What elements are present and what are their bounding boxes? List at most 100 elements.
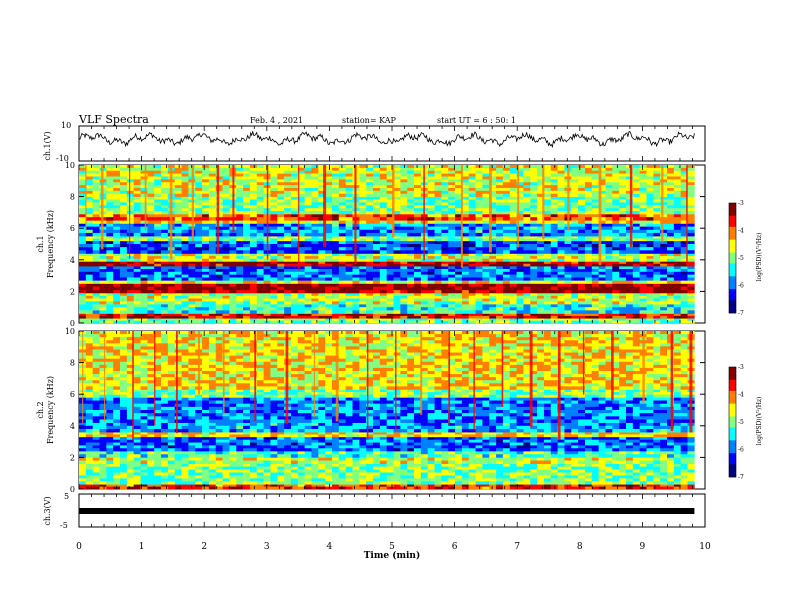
spectrogram-cell bbox=[331, 232, 340, 237]
spectrogram-cell bbox=[639, 261, 647, 265]
spectrogram-cell bbox=[222, 298, 230, 302]
spectrogram-cell bbox=[578, 271, 586, 275]
spectrogram-cell bbox=[79, 313, 87, 317]
spectrogram-cell bbox=[591, 261, 599, 265]
spectrogram-cell bbox=[619, 199, 627, 203]
spectrogram-cell bbox=[338, 289, 346, 294]
spectrogram-cell bbox=[215, 213, 223, 218]
spectrogram-cell bbox=[154, 220, 162, 224]
spectrogram-cell bbox=[612, 320, 620, 324]
spectrogram-cell bbox=[386, 258, 394, 262]
spectrogram-cell bbox=[516, 247, 524, 251]
spectrogram-cell bbox=[208, 196, 217, 200]
spectrogram-cell bbox=[502, 310, 511, 314]
spectrogram-cell bbox=[174, 167, 182, 172]
spectrogram-cell bbox=[161, 261, 169, 265]
spectrogram-cell bbox=[673, 240, 681, 245]
spectrogram-cell bbox=[140, 320, 148, 324]
spectrogram-cell bbox=[468, 289, 476, 294]
spectrogram-cell bbox=[673, 304, 681, 308]
spectrogram-cell bbox=[646, 292, 654, 297]
spectrogram-cell bbox=[256, 176, 264, 180]
spectrogram-cell bbox=[161, 176, 169, 180]
spectrogram-cell bbox=[646, 318, 654, 321]
spectrogram-cell bbox=[448, 280, 456, 284]
spectrogram-cell bbox=[653, 205, 661, 209]
spectrogram-cell bbox=[85, 187, 93, 192]
spectrogram-cell bbox=[304, 256, 312, 260]
spectrogram-cell bbox=[181, 304, 189, 308]
spectrogram-cell bbox=[345, 165, 353, 169]
spectrogram-cell bbox=[530, 182, 538, 186]
spectrogram-cell bbox=[673, 199, 681, 203]
spectrogram-cell bbox=[338, 232, 346, 237]
spectrogram-cell bbox=[379, 232, 387, 237]
spectrogram-cell bbox=[325, 292, 333, 297]
spectrogram-cell bbox=[434, 250, 442, 254]
spectrogram-cell bbox=[236, 318, 244, 321]
spectrogram-cell bbox=[557, 263, 565, 267]
spectrogram-cell bbox=[379, 223, 387, 227]
spectrogram-cell bbox=[625, 263, 634, 267]
spectrogram-cell bbox=[222, 193, 230, 197]
spectrogram-cell bbox=[133, 211, 141, 215]
spectrogram-cell bbox=[591, 232, 599, 237]
spectrogram-cell bbox=[215, 307, 223, 311]
spectrogram-cell bbox=[147, 236, 155, 239]
spectrogram-cell bbox=[195, 263, 203, 267]
spectrogram-cell bbox=[79, 247, 87, 251]
spectrogram-cell bbox=[304, 202, 312, 206]
spectrogram-cell bbox=[680, 256, 688, 260]
spectrogram-cell bbox=[147, 318, 155, 321]
spectrogram-cell bbox=[243, 298, 251, 302]
spectrogram-cell bbox=[448, 240, 456, 245]
spectrogram-cell bbox=[537, 280, 545, 284]
spectrogram-cell bbox=[667, 289, 675, 294]
spectrogram-cell bbox=[140, 196, 148, 200]
spectrogram-cell bbox=[161, 250, 169, 254]
spectrogram-cell bbox=[564, 232, 572, 237]
spectrogram-cell bbox=[455, 304, 463, 308]
spectrogram-cell bbox=[99, 258, 107, 262]
spectrogram-cell bbox=[646, 179, 654, 183]
spectrogram-cell bbox=[215, 274, 223, 278]
spectrogram-cell bbox=[509, 187, 517, 192]
spectrogram-cell bbox=[667, 295, 675, 299]
spectrogram-cell bbox=[434, 199, 442, 203]
spectrogram-cell bbox=[550, 289, 558, 294]
spectrogram-cell bbox=[571, 320, 579, 324]
spectrogram-cell bbox=[625, 271, 634, 275]
spectrogram-cell bbox=[181, 280, 189, 284]
spectrogram-cell bbox=[126, 266, 134, 270]
spectrogram-cell bbox=[489, 304, 497, 308]
spectrogram-cell bbox=[222, 247, 230, 251]
spectrogram-cell bbox=[420, 315, 429, 319]
spectrogram-cell bbox=[653, 298, 661, 302]
spectrogram-cell bbox=[530, 185, 538, 189]
spectrogram-cell bbox=[311, 238, 319, 242]
spectrogram-cell bbox=[598, 238, 606, 242]
spectrogram-cell bbox=[120, 182, 128, 186]
spectrogram-cell bbox=[181, 165, 189, 169]
spectrogram-cell bbox=[373, 199, 381, 203]
spectrogram-cell bbox=[215, 320, 223, 324]
spectrogram-cell bbox=[660, 253, 668, 257]
spectrogram-cell bbox=[605, 258, 613, 262]
spectrogram-cell bbox=[304, 315, 312, 319]
spectrogram-cell bbox=[181, 176, 189, 180]
spectrogram-cell bbox=[468, 202, 476, 206]
spectrogram-cell bbox=[475, 250, 483, 254]
spectrogram-cell bbox=[667, 286, 675, 291]
spectrogram-cell bbox=[243, 289, 251, 294]
spectrogram-cell bbox=[120, 286, 128, 291]
spectrogram-cell bbox=[461, 226, 470, 231]
spectrogram-cell bbox=[222, 199, 230, 203]
spectrogram-cell bbox=[297, 307, 305, 311]
spectrogram-cell bbox=[550, 165, 558, 169]
spectrogram-cell bbox=[126, 185, 134, 189]
spectrogram-cell bbox=[489, 283, 497, 287]
spectrogram-cell bbox=[557, 268, 565, 273]
spectrogram-cell bbox=[530, 211, 538, 215]
spectrogram-cell bbox=[598, 247, 606, 251]
spectrogram-cell bbox=[584, 223, 593, 227]
